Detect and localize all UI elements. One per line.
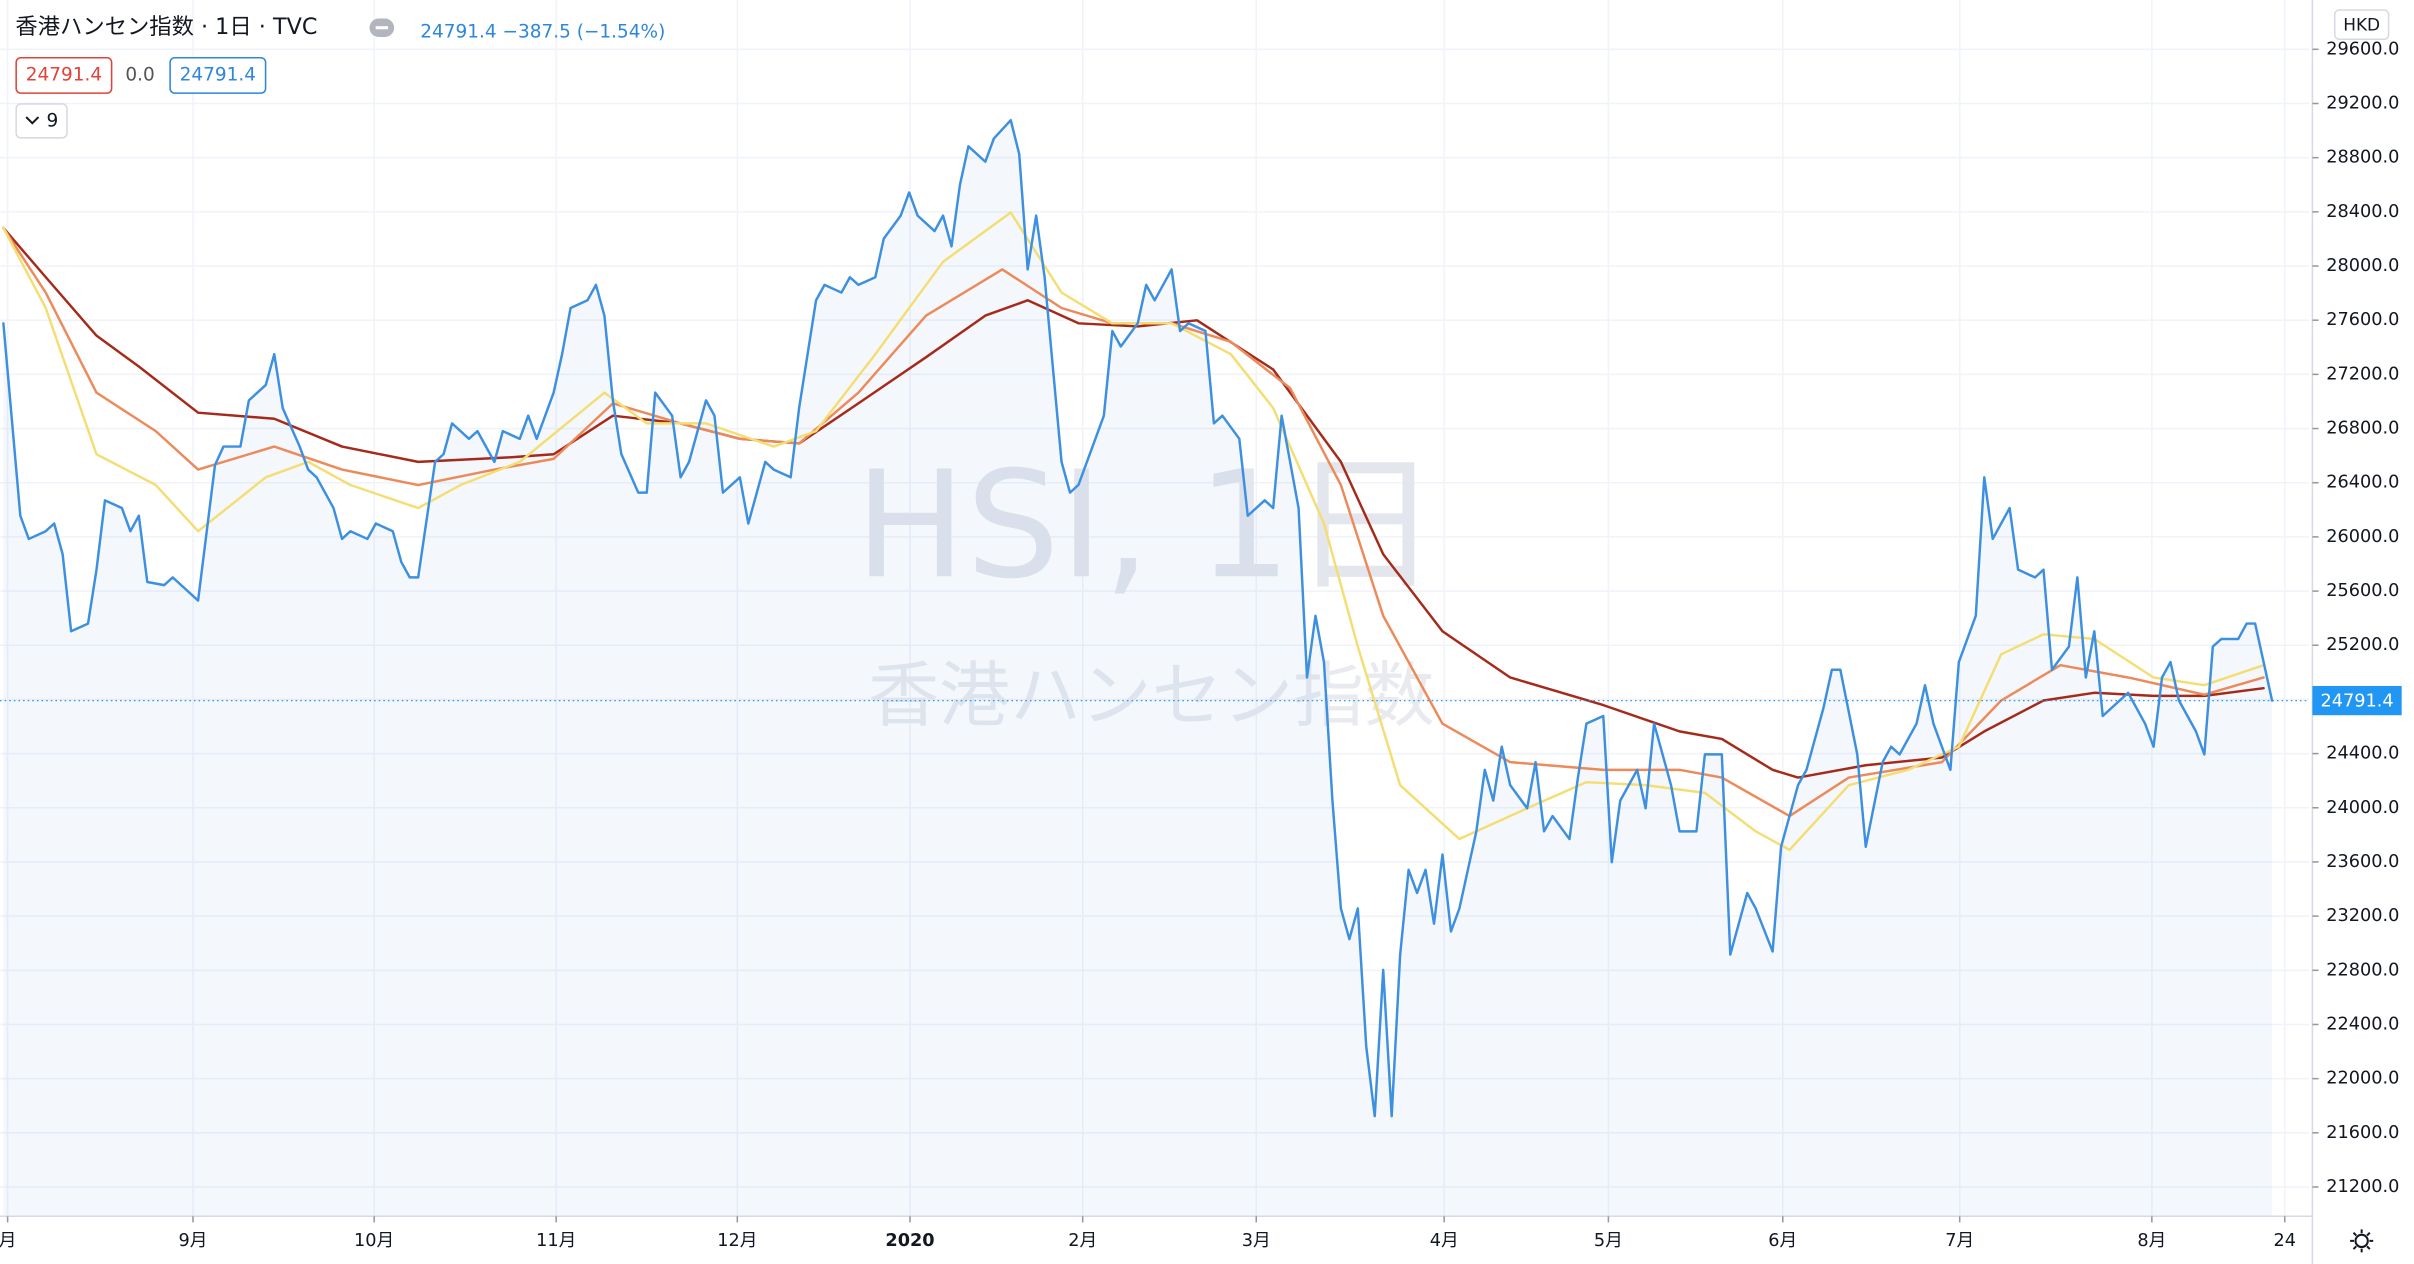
y-tick-label: 26000.0 — [2326, 527, 2399, 547]
status-icon-bar — [375, 26, 388, 30]
x-tick-label: 4月 — [1430, 1231, 1459, 1251]
y-tick-label: 25600.0 — [2326, 581, 2399, 601]
x-tick-label: 2月 — [1068, 1231, 1097, 1251]
close-value: 24791.4 — [26, 64, 102, 85]
currency-box[interactable] — [2333, 9, 2390, 41]
series-line — [2, 211, 2265, 852]
axes: 21200.0 21600.0 22000.0 22400.0 22800.0 23200… — [0, 39, 2402, 1251]
y-tick-label: 25200.0 — [2326, 635, 2399, 655]
price-value: 24791.4 — [180, 64, 256, 85]
time-axis-bg — [0, 1216, 2414, 1264]
y-tick-label: 23200.0 — [2326, 906, 2399, 926]
x-tick-label: 8月 — [2137, 1231, 2166, 1251]
y-tick-label: 28000.0 — [2326, 256, 2399, 276]
settings-spokes — [2350, 1229, 2374, 1253]
watermark-symbol: HSI, 1日 — [855, 439, 1439, 611]
last-price-label: 24791.4 — [2320, 691, 2393, 711]
close-box — [15, 56, 113, 94]
y-tick-label: 29200.0 — [2326, 93, 2399, 113]
settings-icon[interactable] — [2350, 1229, 2374, 1253]
price-axis-bg — [2312, 0, 2414, 1264]
y-tick-label: 23600.0 — [2326, 852, 2399, 872]
watermark: HSI, 1日 香港ハンセン指数 — [855, 439, 1439, 737]
y-tick-label: 29600.0 — [2326, 39, 2399, 59]
series-line — [2, 118, 2274, 1118]
y-tick-label: 22000.0 — [2326, 1069, 2399, 1089]
grid — [0, 0, 2310, 1217]
last-price-tag — [2312, 685, 2402, 716]
x-tick-label: 11月 — [536, 1231, 576, 1251]
y-tick-label: 28400.0 — [2326, 202, 2399, 222]
x-tick-label: 2020 — [885, 1231, 934, 1251]
y-tick-label: 28800.0 — [2326, 148, 2399, 168]
y-tick-label: 21200.0 — [2326, 1177, 2399, 1197]
indicator-toggle[interactable] — [15, 103, 68, 139]
y-tick-label: 27200.0 — [2326, 364, 2399, 384]
plot-area — [0, 118, 2310, 1217]
area — [3, 120, 2273, 1217]
y-tick-label: 22400.0 — [2326, 1014, 2399, 1034]
x-tick-label: 9月 — [179, 1231, 208, 1251]
currency: HKD — [2343, 14, 2380, 34]
series-line — [2, 226, 2265, 779]
y-tick-label: 24000.0 — [2326, 798, 2399, 818]
symbol-title: 香港ハンセン指数 · 1日 · TVC — [15, 14, 317, 40]
change-value: 0.0 — [125, 64, 154, 85]
price-box — [169, 56, 267, 94]
x-tick-label: 5月 — [1594, 1231, 1623, 1251]
y-tick-label: 26400.0 — [2326, 473, 2399, 493]
x-tick-label: 10月 — [354, 1231, 394, 1251]
x-tick-label: 6月 — [1768, 1231, 1797, 1251]
y-tick-label: 26800.0 — [2326, 419, 2399, 439]
x-tick-label: 24 — [2274, 1231, 2297, 1251]
x-tick-label: 3月 — [1242, 1231, 1271, 1251]
y-tick-label: 21600.0 — [2326, 1123, 2399, 1143]
watermark-name: 香港ハンセン指数 — [868, 654, 1434, 737]
quote: 24791.4 −387.5 (−1.54%) — [420, 21, 665, 42]
x-tick-label: 7月 — [1945, 1231, 1974, 1251]
x-tick-label: 12月 — [717, 1231, 757, 1251]
chevron-icon — [25, 116, 40, 125]
y-tick-label: 27600.0 — [2326, 310, 2399, 330]
x-tick-label: 月 — [0, 1231, 16, 1251]
y-tick-label: 22800.0 — [2326, 960, 2399, 980]
y-tick-label: 24400.0 — [2326, 744, 2399, 764]
indicator-count: 9 — [46, 111, 58, 132]
settings-ring — [2354, 1233, 2369, 1249]
